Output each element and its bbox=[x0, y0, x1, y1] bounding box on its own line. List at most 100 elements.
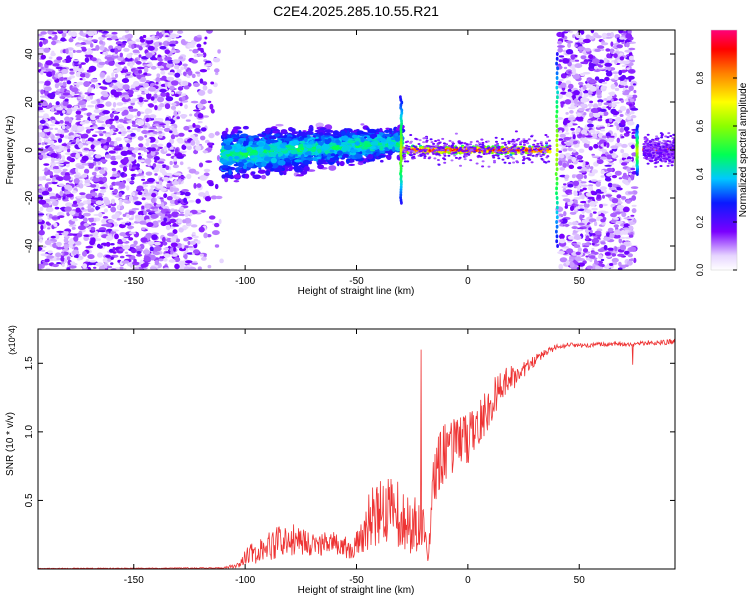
spectrogram-cell bbox=[330, 153, 336, 157]
spectrogram-cell bbox=[43, 47, 50, 53]
spectrogram-cell bbox=[53, 222, 58, 227]
spectrogram-cell bbox=[624, 85, 629, 88]
spectrogram-cell bbox=[185, 260, 193, 264]
spectrogram-cell bbox=[123, 157, 129, 164]
spectrogram-cell bbox=[44, 183, 49, 189]
spectrogram-cell bbox=[152, 57, 158, 61]
spectrogram-cell bbox=[169, 146, 174, 150]
spectrogram-cell bbox=[98, 192, 102, 197]
spectrogram-cell bbox=[67, 136, 73, 140]
spectrogram-cell bbox=[625, 33, 633, 40]
spectrogram-cell bbox=[91, 171, 97, 176]
spectrogram-cell bbox=[150, 213, 159, 219]
spectrogram-cell bbox=[75, 152, 81, 159]
spectrogram-cell bbox=[168, 30, 173, 34]
spectrogram-cell bbox=[68, 265, 77, 269]
spectrogram-cell bbox=[73, 59, 80, 62]
spectrogram-cell bbox=[578, 81, 584, 86]
spectrogram-cell bbox=[361, 147, 369, 150]
spectrogram-cell bbox=[160, 68, 166, 71]
spectrogram-cell bbox=[62, 199, 69, 202]
spectrogram-cell bbox=[571, 221, 578, 226]
spectrogram-cell bbox=[84, 92, 90, 95]
spectrogram-cell bbox=[191, 73, 196, 79]
spectrogram-cell bbox=[567, 222, 573, 226]
spectrogram-cell bbox=[68, 210, 76, 215]
spectrogram-cell bbox=[603, 57, 608, 63]
spectrogram-cell bbox=[203, 172, 210, 177]
spectrogram-cell bbox=[231, 134, 240, 138]
spectrogram-cell bbox=[335, 139, 340, 144]
spectrogram-cell bbox=[48, 192, 56, 197]
spectrogram-cell bbox=[91, 57, 97, 62]
spectrogram-cell bbox=[47, 250, 53, 254]
spectrogram-cell bbox=[198, 162, 204, 168]
spectrogram-cell bbox=[145, 142, 150, 147]
spectrogram-cell bbox=[66, 108, 73, 114]
spectrogram-cell bbox=[599, 186, 608, 191]
spectrogram-cell bbox=[572, 34, 576, 39]
spectrogram-cell bbox=[177, 139, 185, 144]
spectrogram-cell bbox=[188, 266, 197, 270]
spectrogram-cell bbox=[127, 105, 134, 110]
spectrogram-cell bbox=[626, 131, 630, 134]
spectrogram-cell bbox=[130, 244, 137, 248]
spectrogram-cell bbox=[61, 32, 67, 38]
spectrogram-cell bbox=[62, 59, 66, 63]
spectrogram-cell bbox=[595, 265, 601, 270]
spectrogram-cell bbox=[560, 102, 564, 108]
spectrogram-cell bbox=[169, 160, 173, 166]
spectrogram-cell bbox=[605, 48, 611, 52]
spectrogram-cell bbox=[131, 261, 140, 266]
spectrogram-cell bbox=[601, 32, 608, 39]
spectrogram-cell bbox=[119, 232, 127, 237]
spectrogram-cell bbox=[305, 144, 313, 149]
spectrogram-cell bbox=[595, 181, 601, 187]
spectrogram-cell bbox=[298, 140, 306, 144]
spectrogram-cell bbox=[83, 235, 90, 241]
spectrogram-cell bbox=[59, 133, 64, 139]
spectrogram-cell bbox=[186, 173, 192, 180]
spectrogram-cell bbox=[606, 232, 610, 237]
spectrogram-cell bbox=[104, 134, 111, 138]
spectrogram-cell bbox=[109, 113, 114, 119]
spectrogram-cell bbox=[138, 54, 142, 58]
spectrogram-cell bbox=[596, 125, 601, 128]
spectrogram-cell bbox=[565, 141, 572, 146]
spectrogram-cell bbox=[588, 36, 595, 40]
spectrogram-cell bbox=[105, 34, 113, 37]
spectrogram-cell bbox=[216, 155, 221, 161]
spectrogram-cell bbox=[565, 112, 569, 115]
spectrogram-cell bbox=[56, 262, 61, 265]
spectrogram-cell bbox=[122, 109, 129, 116]
spectrogram-cell bbox=[338, 155, 343, 158]
spectrogram-cell bbox=[165, 172, 173, 176]
spectrogram-cell bbox=[202, 150, 208, 154]
spectrogram-cell bbox=[601, 42, 609, 46]
spectrogram-cell bbox=[133, 90, 139, 92]
spectrogram-cell bbox=[82, 263, 88, 269]
spectrogram-cell bbox=[135, 60, 142, 65]
spectrogram-cell bbox=[110, 198, 116, 205]
spectrogram-cell bbox=[569, 261, 575, 268]
spectrogram-cell bbox=[611, 198, 619, 204]
spectrogram-cell bbox=[136, 253, 143, 257]
spectrogram-cell bbox=[564, 190, 572, 193]
spectrogram-cell bbox=[75, 110, 82, 115]
spectrogram-cell bbox=[115, 41, 123, 46]
spectrogram-cell bbox=[144, 204, 151, 209]
spectrogram-cell bbox=[617, 253, 625, 257]
spectrogram-cell bbox=[137, 214, 144, 220]
spectrogram-cell bbox=[275, 123, 284, 127]
spectrogram-cell bbox=[150, 147, 156, 152]
spectrogram-cell bbox=[297, 154, 301, 157]
spectrogram-cell bbox=[214, 68, 220, 73]
spectrogram-cell bbox=[218, 218, 222, 225]
spectrogram-cell bbox=[138, 69, 143, 74]
spectrogram-cell bbox=[192, 136, 199, 142]
spectrogram-cell bbox=[143, 255, 151, 262]
spectrogram-cells bbox=[38, 30, 675, 270]
spectrogram-cell bbox=[100, 139, 105, 143]
spectrogram-cell bbox=[621, 64, 627, 68]
spectrogram-cell bbox=[83, 234, 91, 237]
